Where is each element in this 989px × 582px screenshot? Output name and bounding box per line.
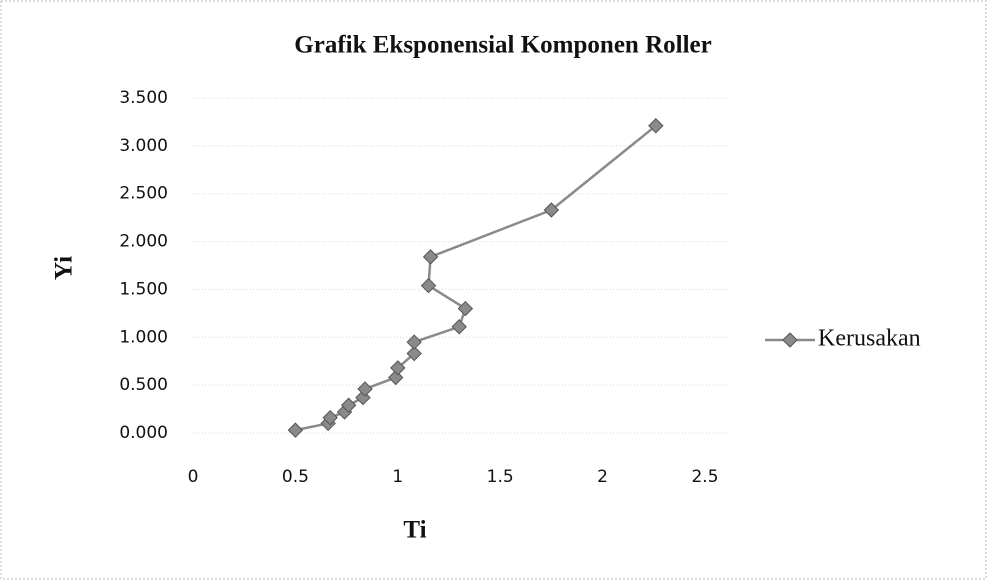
y-tick-label: 2.500	[119, 184, 168, 204]
x-tick-label: 1	[392, 467, 403, 487]
point	[648, 118, 664, 134]
y-axis-label: Yi	[51, 256, 78, 280]
y-tick-label: 3.500	[119, 88, 168, 108]
point	[420, 277, 437, 294]
x-tick-label: 0	[188, 467, 199, 487]
y-tick-label: 0.500	[119, 375, 168, 395]
y-tick-label: 3.000	[119, 136, 168, 156]
point	[406, 334, 422, 350]
x-axis-label: Ti	[403, 517, 426, 544]
x-tick-label: 0.5	[282, 467, 309, 487]
x-tick-label: 2	[597, 467, 608, 487]
y-tick-label: 0.000	[119, 423, 168, 443]
point	[322, 409, 338, 426]
x-tick-label: 1.5	[487, 467, 514, 487]
chart-title: Grafik Eksponensial Komponen Roller	[294, 32, 711, 59]
point	[543, 202, 560, 218]
point	[406, 345, 422, 362]
point	[451, 319, 467, 335]
y-tick-label: 1.500	[119, 279, 168, 299]
y-tick-label: 2.000	[119, 232, 168, 252]
series-line	[295, 124, 657, 432]
point	[390, 360, 406, 376]
point	[457, 300, 474, 317]
legend-label: Kerusakan	[818, 326, 921, 352]
point	[357, 381, 373, 397]
point	[422, 249, 439, 265]
x-tick-label: 2.5	[691, 467, 718, 487]
point	[287, 422, 304, 438]
legend-marker	[782, 332, 798, 348]
y-tick-label: 1.000	[119, 327, 168, 347]
point	[340, 397, 357, 413]
